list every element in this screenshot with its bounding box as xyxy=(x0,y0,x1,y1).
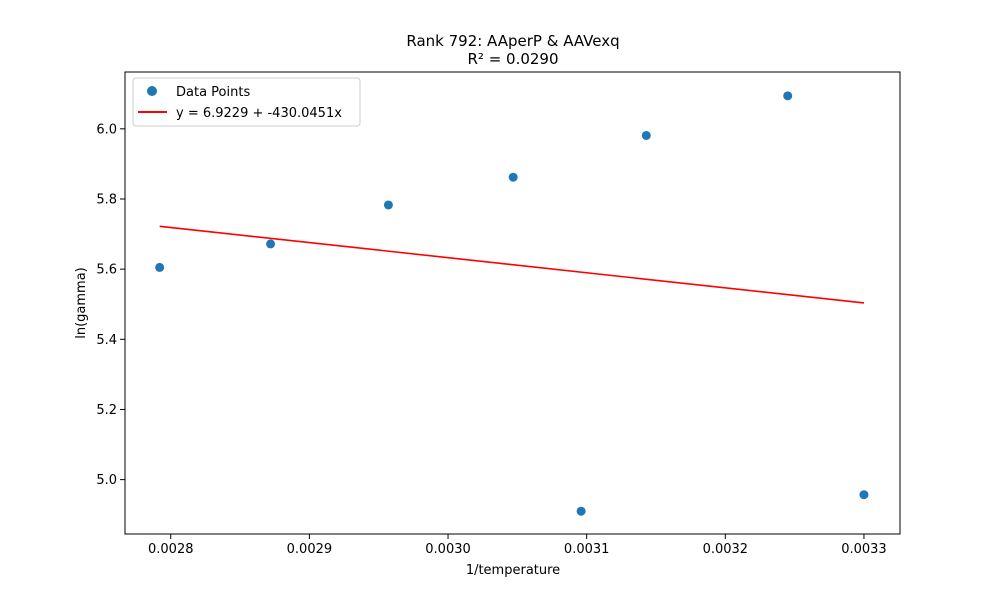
legend-box xyxy=(132,77,361,127)
y-tick-label: 5.2 xyxy=(96,403,117,418)
x-tick-label: 0.0029 xyxy=(287,542,333,557)
y-tick-label: 5.0 xyxy=(96,473,117,488)
chart-title: Rank 792: AAperP & AAVexq xyxy=(406,32,619,50)
y-tick-label: 5.6 xyxy=(96,263,117,278)
data-point xyxy=(508,172,518,182)
data-point xyxy=(783,91,793,101)
data-point xyxy=(383,200,393,210)
chart-subtitle: R² = 0.0290 xyxy=(467,50,558,68)
y-axis-label: ln(gamma) xyxy=(74,267,89,339)
data-point xyxy=(641,130,651,140)
x-tick-label: 0.0032 xyxy=(703,542,749,557)
legend-label-fit-line: y = 6.9229 + -430.0451x xyxy=(176,106,342,121)
plot-area xyxy=(155,91,869,516)
legend: Data Points y = 6.9229 + -430.0451x xyxy=(132,77,361,127)
y-tick-label: 6.0 xyxy=(96,122,117,137)
y-tick-label: 5.4 xyxy=(96,333,117,348)
axes-frame xyxy=(124,71,901,535)
data-point xyxy=(155,262,165,272)
y-axis: 5.0 5.2 5.4 5.6 5.8 6.0 xyxy=(96,122,125,488)
y-tick-label: 5.8 xyxy=(96,192,117,207)
data-point xyxy=(266,239,276,249)
x-tick-label: 0.0030 xyxy=(425,542,471,557)
legend-marker-data-points xyxy=(147,86,157,96)
x-tick-label: 0.0031 xyxy=(564,542,610,557)
x-tick-label: 0.0033 xyxy=(841,542,887,557)
fit-line xyxy=(159,225,865,304)
legend-label-data-points: Data Points xyxy=(176,85,250,100)
x-axis: 0.0028 0.0029 0.0030 0.0031 0.0032 0.0033 xyxy=(148,534,887,557)
x-axis-label: 1/temperature xyxy=(466,563,560,578)
data-point xyxy=(859,490,869,500)
x-tick-label: 0.0028 xyxy=(148,542,194,557)
data-point xyxy=(576,506,586,516)
